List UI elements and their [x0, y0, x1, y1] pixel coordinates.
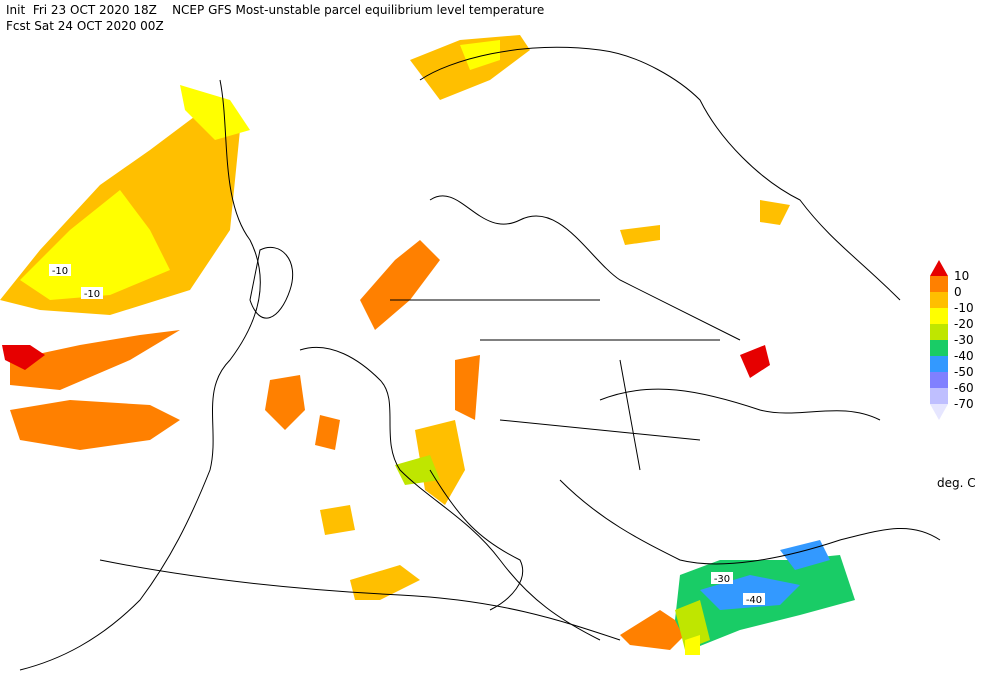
contour-label-box	[711, 572, 733, 584]
legend-swatch	[930, 292, 948, 308]
contour-label: -30	[714, 574, 730, 585]
legend-swatch	[930, 276, 948, 292]
legend-unit: deg. C	[937, 476, 976, 490]
legend-label: 10	[954, 269, 969, 283]
legend-swatch	[930, 340, 948, 356]
contour-label: -10	[52, 266, 68, 277]
coastline	[19, 46, 941, 671]
contour-label-box	[81, 287, 103, 299]
legend-swatch	[930, 372, 948, 388]
legend-label: -70	[954, 397, 974, 411]
contour-label-box	[743, 593, 765, 605]
legend-swatch	[930, 324, 948, 340]
legend-swatch	[930, 388, 948, 404]
legend-label: -20	[954, 317, 974, 331]
legend-label: -10	[954, 301, 974, 315]
legend-label: -40	[954, 349, 974, 363]
contour-labels: -10 -10 -30 -40	[49, 264, 765, 606]
legend-swatch	[930, 404, 948, 420]
legend-label: -50	[954, 365, 974, 379]
contour-label-box	[49, 264, 71, 276]
legend-swatch	[930, 260, 948, 276]
contour-label: -40	[746, 595, 762, 606]
contour-label: -10	[84, 289, 100, 300]
header-line: Fcst Sat 24 OCT 2020 00Z	[6, 19, 164, 33]
legend-label: 0	[954, 285, 962, 299]
legend: 10 0 -10 -20 -30 -40 -50 -60 -70 deg. C	[930, 260, 976, 490]
header-line: Init Fri 23 OCT 2020 18Z NCEP GFS Most-u…	[6, 3, 544, 17]
legend-label: -30	[954, 333, 974, 347]
legend-label: -60	[954, 381, 974, 395]
legend-swatch	[930, 356, 948, 372]
legend-swatch	[930, 308, 948, 324]
